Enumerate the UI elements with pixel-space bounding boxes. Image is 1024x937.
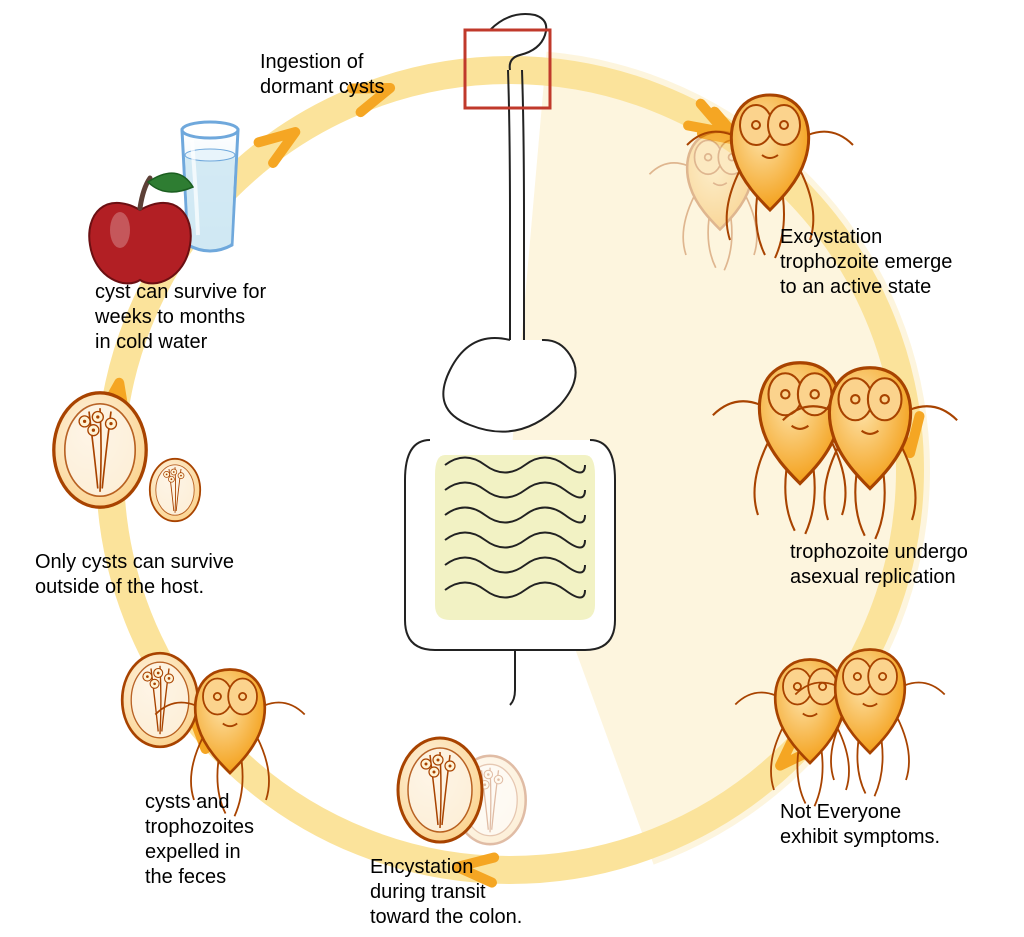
label-expelled: cysts and trophozoites expelled in the f… xyxy=(145,790,254,890)
label-excystation: Excystation trophozoite emerge to an act… xyxy=(780,225,952,300)
label-symptoms: Not Everyone exhibit symptoms. xyxy=(780,800,940,850)
lifecycle-diagram: Ingestion of dormant cysts Excystation t… xyxy=(0,0,1024,937)
apple-icon xyxy=(89,173,193,283)
label-outside: Only cysts can survive outside of the ho… xyxy=(35,550,234,600)
cyst-icon xyxy=(122,653,198,747)
cyst-icon xyxy=(150,459,200,521)
cyst-icon xyxy=(398,738,482,842)
label-ingestion: Ingestion of dormant cysts xyxy=(260,50,384,100)
label-encystation: Encystation during transit toward the co… xyxy=(370,855,522,930)
label-survive: cyst can survive for weeks to months in … xyxy=(95,280,266,355)
cyst-icon xyxy=(54,393,146,507)
label-replication: trophozoite undergo asexual replication xyxy=(790,540,968,590)
